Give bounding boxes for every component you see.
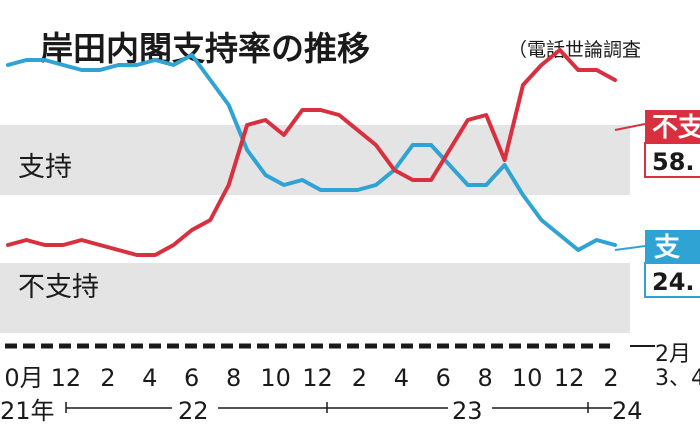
end-tag-nonsupport-leader bbox=[614, 123, 646, 131]
series-layer bbox=[6, 48, 617, 257]
x-tick-label: 2 bbox=[100, 364, 115, 392]
end-tag-support-leader bbox=[614, 245, 646, 251]
x-tick-label: 8 bbox=[478, 364, 493, 392]
axis-right-note: 2月 bbox=[655, 342, 691, 367]
x-tick-label: 4 bbox=[142, 364, 157, 392]
x-tick-label: 6 bbox=[436, 364, 451, 392]
end-tag-support-label: 支 bbox=[654, 233, 680, 263]
end-tag-nonsupport: 不支 58. bbox=[614, 110, 700, 178]
x-tick-label: 8 bbox=[226, 364, 241, 392]
band-label-support: 支持 bbox=[18, 152, 72, 183]
end-tag-nonsupport-box bbox=[645, 110, 700, 143]
x-tick-label: 6 bbox=[184, 364, 199, 392]
x-tick-label: 0月 bbox=[4, 364, 43, 392]
x-tick-label: 4 bbox=[394, 364, 409, 392]
end-tag-support: 支 24. bbox=[614, 230, 700, 298]
x-tick-label: 12 bbox=[302, 364, 333, 392]
x-tick-label: 10 bbox=[512, 364, 543, 392]
end-tag-support-box bbox=[645, 230, 700, 263]
x-tick-label: 10 bbox=[260, 364, 291, 392]
chart-title: 岸田内閣支持率の推移 bbox=[40, 29, 370, 68]
year-timeline: 21年 22 23 24 bbox=[0, 397, 643, 425]
year-label-2022: 22 bbox=[178, 397, 209, 425]
support-band bbox=[0, 125, 630, 195]
band-label-nonsupport: 不支持 bbox=[18, 272, 99, 303]
series-line-nonsupport bbox=[6, 48, 617, 257]
year-label-2024: 24 bbox=[612, 397, 643, 425]
end-tag-nonsupport-label: 不支 bbox=[652, 113, 700, 143]
series-line-support bbox=[6, 53, 617, 252]
axis-right-note-2: 3、4 bbox=[655, 366, 700, 391]
title-block: 岸田内閣支持率の推移 （電話世論調査 bbox=[40, 29, 641, 68]
x-tick-label: 12 bbox=[554, 364, 585, 392]
x-tick-label: 12 bbox=[51, 364, 82, 392]
end-tag-nonsupport-value-box bbox=[644, 142, 700, 178]
end-tag-support-value: 24. bbox=[652, 268, 695, 296]
chart-subtitle: （電話世論調査 bbox=[508, 39, 641, 61]
end-tag-nonsupport-value: 58. bbox=[652, 148, 695, 176]
x-tick-label: 2 bbox=[603, 364, 618, 392]
year-label-2023: 23 bbox=[452, 397, 483, 425]
year-label-2021: 21年 bbox=[0, 397, 55, 425]
end-tag-support-value-box bbox=[644, 262, 700, 298]
x-tick-labels: 0月 12 2 4 6 8 10 12 2 4 6 8 10 12 2 bbox=[4, 364, 618, 392]
nonsupport-band bbox=[0, 263, 630, 333]
x-tick-label: 2 bbox=[352, 364, 367, 392]
